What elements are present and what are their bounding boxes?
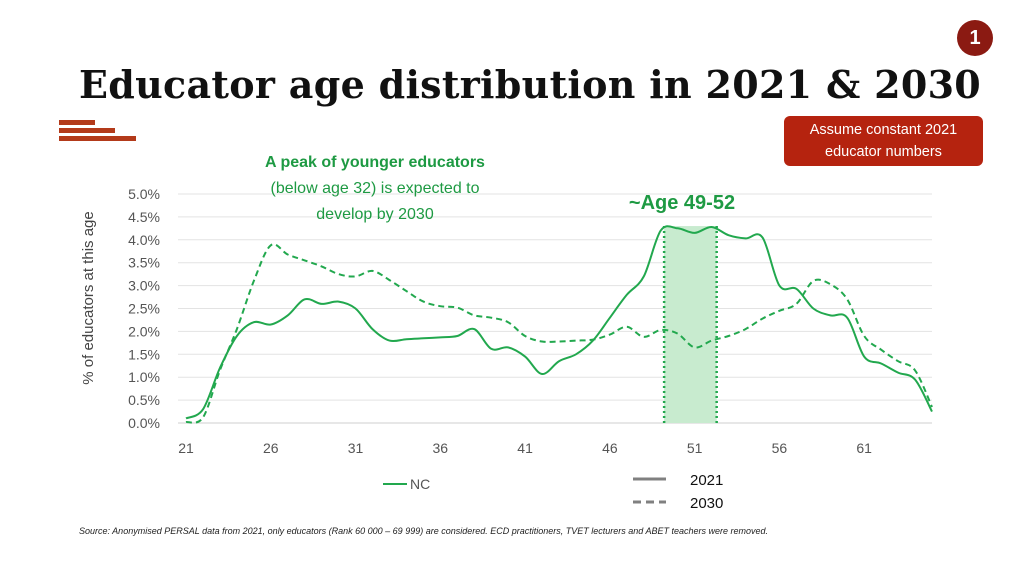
series-line-2030 <box>185 243 933 424</box>
y-tick-label: 2.0% <box>128 323 160 339</box>
x-tick-label: 61 <box>856 440 872 456</box>
y-tick-label: 1.5% <box>128 346 160 362</box>
assumption-note-line2: educator numbers <box>825 144 942 160</box>
x-tick-label: 36 <box>433 440 449 456</box>
x-tick-label: 31 <box>348 440 364 456</box>
x-tick-label: 26 <box>263 440 279 456</box>
y-tick-label: 2.5% <box>128 301 160 317</box>
x-tick-label: 41 <box>517 440 533 456</box>
assumption-note-line1: Assume constant 2021 <box>809 122 958 138</box>
x-tick-label: 51 <box>687 440 703 456</box>
y-tick-label: 0.0% <box>128 415 160 431</box>
peak-annotation-line2: (below age 32) is expected to <box>270 180 479 197</box>
y-tick-label: 0.5% <box>128 392 160 408</box>
assumption-note: Assume constant 2021 educator numbers <box>784 116 983 166</box>
y-tick-label: 4.5% <box>128 209 160 225</box>
slide-number-badge: 1 <box>957 20 993 56</box>
y-tick-label: 3.0% <box>128 278 160 294</box>
peak-annotation-title: A peak of younger educators <box>265 154 485 171</box>
y-tick-label: 3.5% <box>128 255 160 271</box>
series-line-2021 <box>185 225 933 420</box>
x-tick-label: 56 <box>772 440 788 456</box>
legend-2021-label: 2021 <box>690 472 723 489</box>
source-note: Source: Anonymised PERSAL data from 2021… <box>79 526 769 536</box>
y-tick-label: 5.0% <box>128 186 160 202</box>
highlight-band <box>664 226 717 423</box>
legend-nc-label: NC <box>410 476 430 492</box>
highlight-age-label: ~Age 49-52 <box>629 192 735 214</box>
y-tick-label: 4.0% <box>128 232 160 248</box>
peak-annotation-line3: develop by 2030 <box>316 206 434 223</box>
page-title: Educator age distribution in 2021 & 2030 <box>79 62 982 107</box>
x-tick-label: 46 <box>602 440 618 456</box>
y-axis-label: % of educators at this age <box>80 211 97 384</box>
x-tick-label: 21 <box>178 440 194 456</box>
legend-2030-label: 2030 <box>690 495 723 512</box>
y-tick-label: 1.0% <box>128 369 160 385</box>
